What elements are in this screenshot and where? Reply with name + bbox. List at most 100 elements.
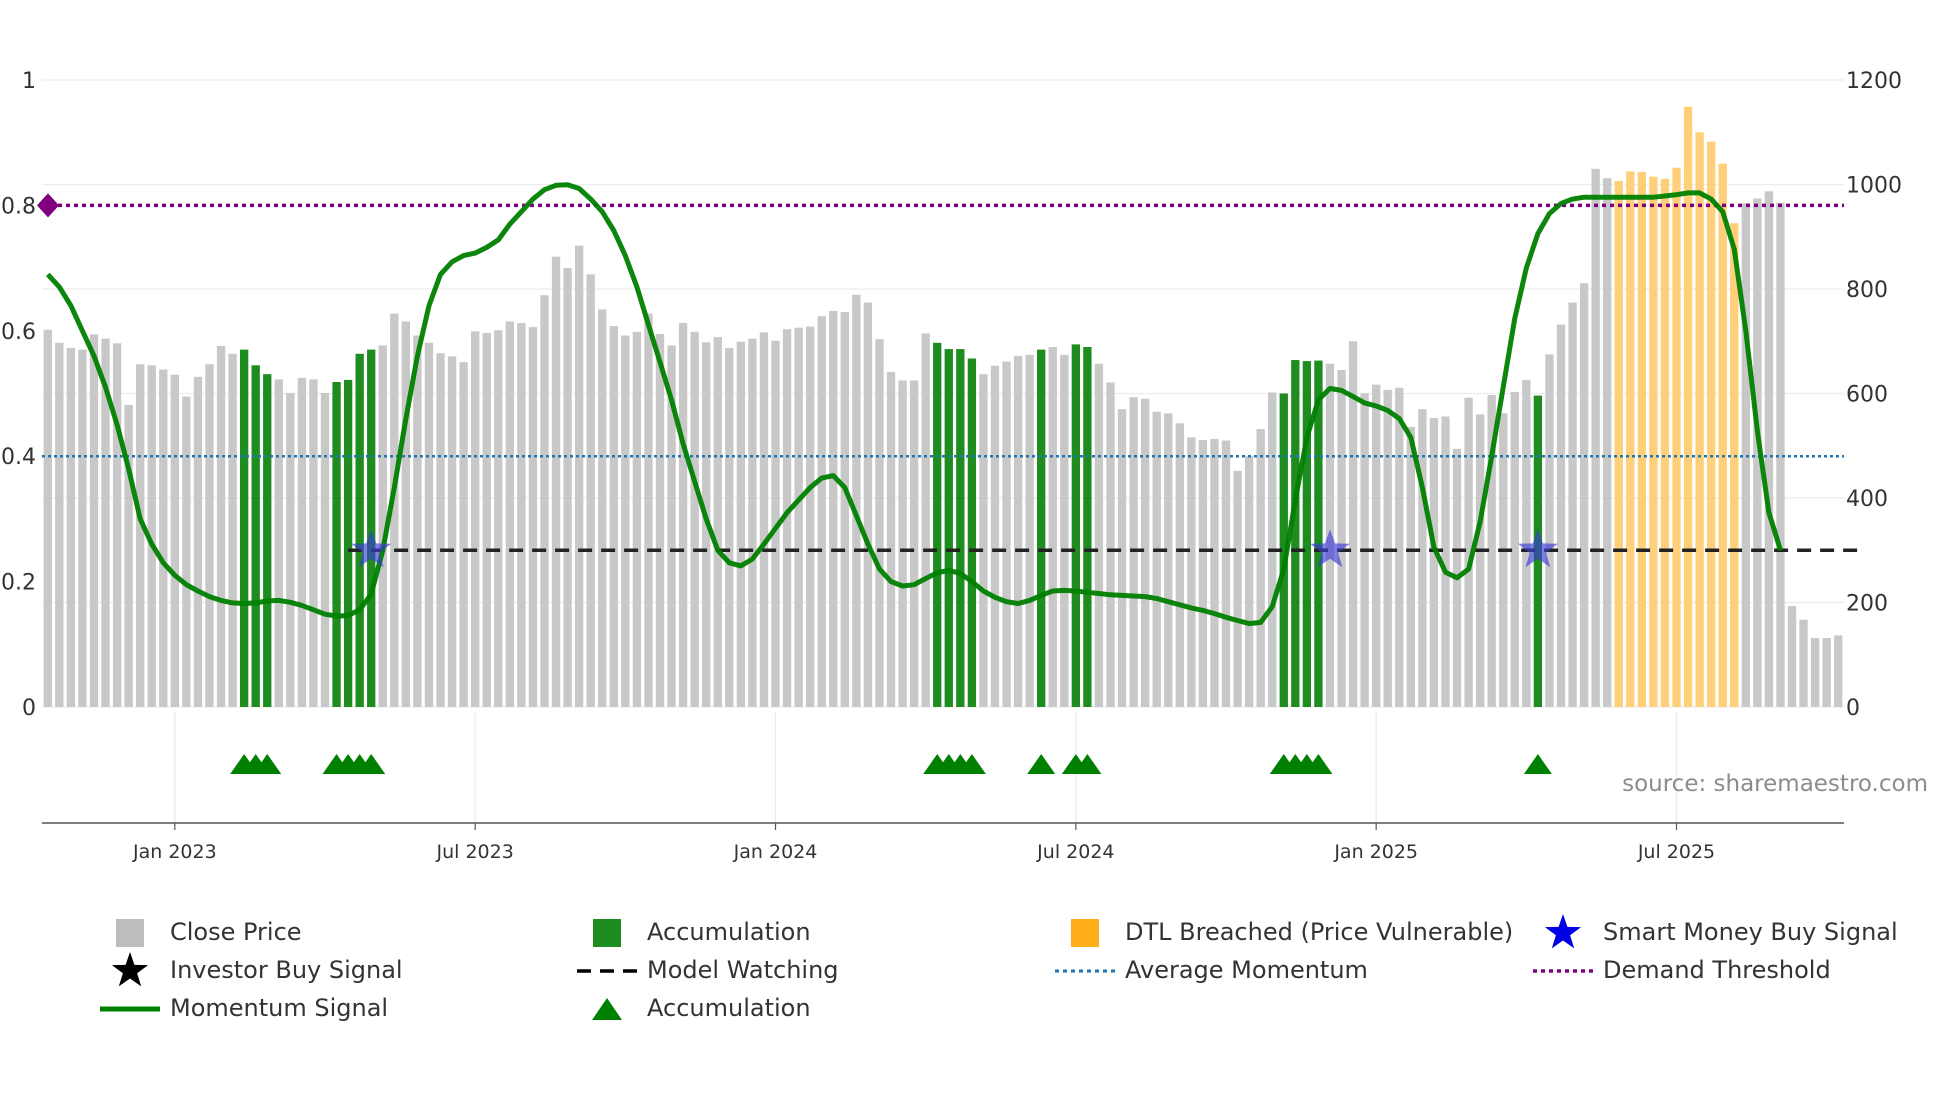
dtl-breached-bar	[1707, 141, 1716, 707]
close-price-bar	[1776, 202, 1785, 707]
legend-triangle-icon	[592, 998, 622, 1020]
close-price-bar	[817, 316, 826, 707]
close-price-bar	[1025, 354, 1034, 707]
legend: Close Price Accumulation DTL Breached (Pri…	[100, 914, 1898, 1022]
close-price-bar	[274, 379, 283, 707]
close-price-bar	[540, 295, 549, 707]
close-price-bar	[840, 311, 849, 707]
legend-label: Demand Threshold	[1603, 956, 1831, 984]
legend-item-watch: Model Watching	[577, 956, 839, 984]
axes: Jan 2023 Jul 2023 Jan 2024 Jul 2024 Jan 2025…	[1, 69, 1902, 863]
close-price-bar	[794, 327, 803, 707]
close-price-bar	[863, 302, 873, 707]
close-price-bar	[690, 331, 699, 707]
close-price-bar	[390, 313, 399, 707]
x-tick-label: Jan 2024	[733, 841, 818, 863]
close-price-bar	[1244, 456, 1254, 707]
left-tick-label: 0.6	[1, 320, 36, 345]
accumulation-bar	[944, 349, 953, 707]
legend-item-avg: Average Momentum	[1055, 956, 1368, 984]
legend-label: Average Momentum	[1125, 956, 1368, 984]
accumulation-bar	[1037, 349, 1046, 707]
close-price-bar	[1429, 418, 1439, 707]
accumulation-bar	[933, 342, 942, 707]
close-price-bar	[598, 309, 607, 707]
dtl-breached-bar	[1718, 163, 1727, 708]
close-price-bar	[1221, 440, 1231, 707]
close-price-bar	[574, 245, 584, 707]
close-price-bar	[1383, 389, 1392, 707]
close-price-bar	[101, 338, 110, 707]
close-price-bar	[1591, 168, 1600, 707]
close-price-bar	[713, 337, 722, 707]
close-price-bar	[1810, 638, 1820, 707]
close-price-bar	[1753, 198, 1762, 708]
close-price-bar	[1106, 382, 1115, 707]
momentum-signal-line	[45, 182, 1783, 627]
close-price-bar	[413, 335, 422, 707]
close-price-bar	[147, 365, 156, 707]
close-price-bar	[228, 353, 237, 707]
legend-star-icon	[111, 952, 149, 987]
close-price-bar	[216, 345, 226, 707]
close-price-bar	[1787, 606, 1797, 707]
legend-item-smart: Smart Money Buy Signal	[1544, 914, 1898, 949]
close-price-bar	[66, 348, 76, 707]
dtl-breached-bar	[1660, 178, 1670, 707]
close-price-bar	[771, 340, 780, 707]
close-price-bar	[1822, 638, 1831, 707]
right-tick-label: 800	[1846, 278, 1888, 303]
close-price-bar	[609, 326, 618, 707]
x-tick-label: Jan 2025	[1333, 841, 1418, 863]
close-price-bar	[1556, 324, 1566, 707]
legend-item-accum: Accumulation	[593, 918, 811, 947]
close-price-bar	[725, 348, 734, 707]
close-price-bar	[112, 343, 122, 707]
legend-item-momentum: Momentum Signal	[100, 994, 388, 1022]
accumulation-bar	[355, 353, 364, 707]
close-price-bar	[1337, 369, 1346, 707]
close-price-bar	[55, 342, 64, 707]
dtl-breached-bar	[1683, 106, 1693, 707]
legend-label: Close Price	[170, 918, 302, 946]
left-tick-label: 0.2	[1, 571, 36, 596]
accumulation-bar	[1314, 360, 1323, 707]
close-price-bar	[852, 294, 861, 707]
accumulation-bar	[1302, 361, 1312, 707]
legend-swatch	[1071, 919, 1099, 947]
close-price-bar	[1140, 398, 1150, 707]
legend-item-demand: Demand Threshold	[1533, 956, 1831, 984]
right-tick-label: 1200	[1846, 69, 1902, 94]
right-tick-label: 600	[1846, 383, 1888, 408]
signal-lines	[37, 182, 1862, 627]
right-tick-label: 200	[1846, 592, 1888, 617]
close-price-bar	[551, 256, 561, 707]
right-tick-label: 1000	[1846, 174, 1902, 199]
accumulation-bar	[367, 349, 376, 707]
left-tick-label: 0	[22, 696, 36, 721]
close-price-bar	[1094, 363, 1104, 707]
close-price-bar	[436, 353, 445, 707]
dtl-breached-bar	[1695, 132, 1704, 707]
left-tick-label: 1	[22, 69, 36, 94]
accumulation-bar	[967, 358, 977, 707]
left-tick-label: 0.4	[1, 445, 36, 470]
close-price-bar	[1603, 178, 1612, 708]
smart-money-star	[1310, 529, 1350, 568]
close-price-bar	[1579, 283, 1589, 707]
x-tick-label: Jul 2023	[436, 841, 514, 863]
close-price-bar	[1406, 426, 1415, 707]
close-price-bar	[505, 321, 514, 707]
close-price-bar	[1210, 438, 1219, 707]
close-price-bar	[309, 379, 318, 707]
legend-item-close: Close Price	[116, 918, 302, 947]
right-tick-label: 0	[1846, 696, 1860, 721]
close-price-bar	[1464, 397, 1473, 707]
close-price-bar	[1487, 395, 1496, 707]
accumulation-bar	[332, 382, 341, 707]
close-price-bar	[193, 376, 203, 707]
close-price-bar	[286, 392, 295, 707]
close-price-bar	[89, 334, 99, 707]
legend-label: Model Watching	[647, 956, 839, 984]
